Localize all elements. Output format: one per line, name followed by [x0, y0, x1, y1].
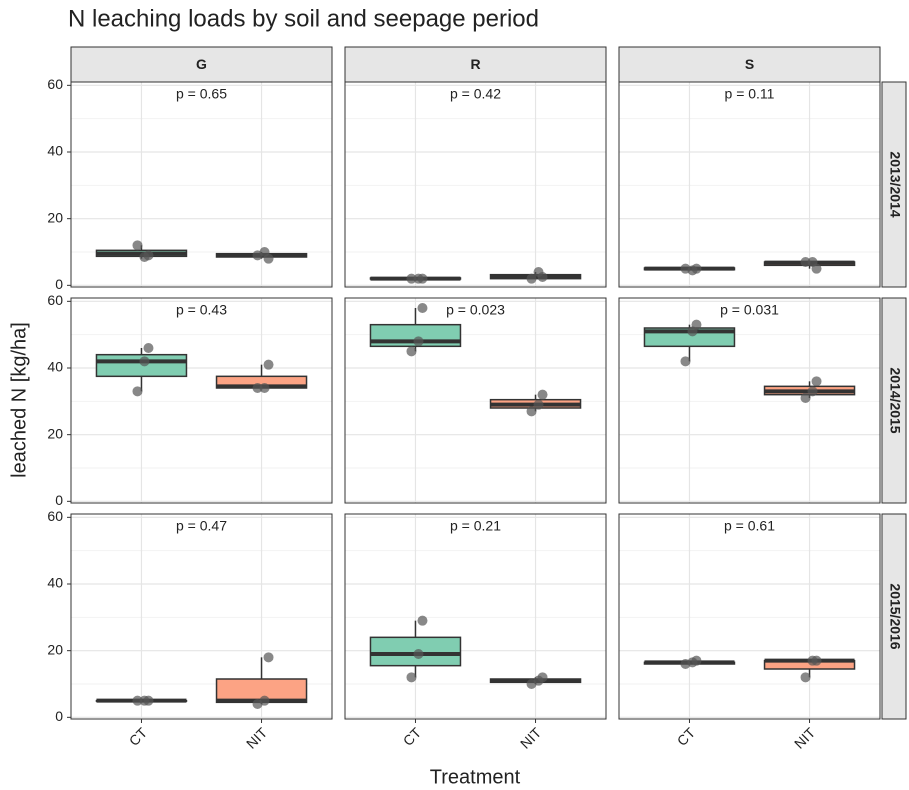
point	[691, 263, 702, 274]
column-strip	[618, 46, 881, 83]
point	[139, 356, 150, 367]
point	[800, 672, 811, 683]
panel-border	[344, 513, 607, 720]
p-value: p = 0.023	[446, 302, 505, 318]
point	[680, 356, 691, 367]
y-tick-label: 20	[47, 209, 63, 225]
point	[263, 359, 274, 370]
p-value: p = 0.61	[724, 518, 775, 534]
panel-border	[70, 513, 333, 720]
p-value: p = 0.65	[176, 86, 227, 102]
row-strip-label: 2013/2014	[887, 151, 903, 217]
point	[800, 257, 811, 267]
point	[132, 240, 143, 251]
point	[143, 695, 154, 706]
panel-border	[618, 513, 881, 720]
y-tick-label: 60	[47, 508, 63, 524]
point	[691, 655, 702, 666]
y-tick-label: 0	[55, 492, 63, 508]
panel-border	[618, 81, 881, 288]
point	[533, 399, 544, 410]
panel	[619, 514, 880, 719]
point	[132, 386, 143, 397]
point	[259, 695, 270, 706]
point	[417, 303, 428, 313]
column-strip-label: G	[196, 56, 207, 72]
p-value: p = 0.21	[450, 518, 501, 534]
p-value: p = 0.47	[176, 518, 227, 534]
column-strip	[70, 46, 333, 83]
y-axis-title: leached N [kg/ha]	[8, 322, 30, 478]
column-strip	[344, 46, 607, 83]
point	[143, 343, 154, 353]
point	[811, 376, 822, 387]
y-tick-label: 20	[47, 425, 63, 441]
panel-border	[344, 81, 607, 288]
y-tick-label: 60	[47, 76, 63, 92]
row-strip	[881, 513, 907, 720]
point	[143, 250, 154, 261]
point	[537, 672, 548, 683]
point	[406, 346, 417, 357]
point	[417, 615, 428, 626]
panel-border	[70, 297, 333, 504]
panel-border	[70, 81, 333, 288]
panel	[345, 514, 606, 719]
point	[526, 406, 537, 417]
point	[263, 652, 274, 663]
panel-border	[618, 297, 881, 504]
point	[132, 695, 143, 706]
point	[811, 655, 822, 666]
column-strip-label: S	[745, 56, 754, 72]
chart-title: N leaching loads by soil and seepage per…	[68, 5, 539, 32]
y-tick-label: 40	[47, 143, 63, 159]
point	[406, 672, 417, 683]
p-value: p = 0.42	[450, 86, 501, 102]
point	[252, 383, 263, 393]
row-strip	[881, 81, 907, 288]
y-tick-label: 40	[47, 359, 63, 375]
row-strip	[881, 297, 907, 504]
panel	[71, 298, 332, 503]
point	[406, 273, 417, 284]
point	[413, 649, 424, 659]
point	[413, 336, 424, 347]
point	[807, 386, 818, 397]
panel-border	[344, 297, 607, 504]
p-value: p = 0.43	[176, 302, 227, 318]
point	[811, 263, 822, 274]
point	[259, 383, 270, 393]
point	[537, 389, 548, 400]
p-value: p = 0.11	[725, 86, 775, 102]
point	[526, 273, 537, 284]
panel	[619, 82, 880, 287]
y-tick-label: 0	[55, 708, 63, 724]
y-tick-label: 20	[47, 641, 63, 657]
p-value: p = 0.031	[720, 302, 779, 318]
point	[263, 253, 274, 264]
point	[800, 393, 811, 403]
column-strip-label: R	[470, 56, 480, 72]
y-tick-label: 60	[47, 292, 63, 308]
y-tick-label: 0	[55, 276, 63, 292]
x-axis-title: Treatment	[430, 766, 521, 788]
point	[417, 273, 428, 284]
row-strip-label: 2015/2016	[887, 583, 903, 649]
point	[537, 272, 548, 282]
y-tick-label: 40	[47, 575, 63, 591]
point	[691, 319, 702, 330]
panel	[345, 82, 606, 287]
row-strip-label: 2014/2015	[887, 367, 903, 433]
